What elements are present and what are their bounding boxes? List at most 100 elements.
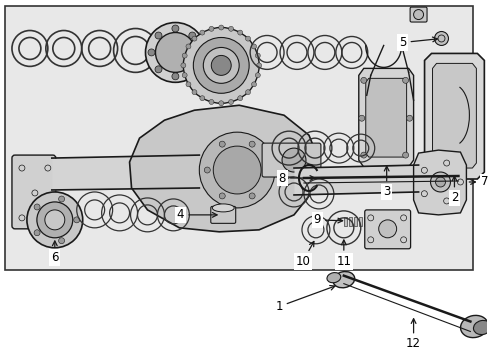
Circle shape: [148, 49, 155, 56]
Text: 2: 2: [450, 176, 457, 204]
Circle shape: [228, 99, 233, 104]
Polygon shape: [413, 150, 466, 215]
Circle shape: [208, 26, 213, 31]
Circle shape: [172, 73, 179, 80]
Circle shape: [204, 167, 210, 173]
Ellipse shape: [326, 273, 340, 283]
Circle shape: [219, 141, 225, 147]
Circle shape: [249, 141, 255, 147]
Circle shape: [256, 63, 261, 68]
Circle shape: [378, 220, 396, 238]
Circle shape: [237, 96, 242, 101]
Polygon shape: [129, 105, 318, 232]
Circle shape: [27, 192, 82, 248]
Polygon shape: [432, 63, 475, 168]
Circle shape: [185, 82, 190, 87]
Bar: [343, 217, 346, 226]
Circle shape: [208, 99, 213, 104]
Text: 9: 9: [313, 213, 342, 226]
Circle shape: [182, 53, 187, 58]
Bar: [353, 217, 356, 226]
Text: 3: 3: [382, 166, 389, 198]
Bar: [363, 217, 366, 226]
Circle shape: [200, 30, 204, 35]
Circle shape: [155, 66, 162, 73]
Bar: [348, 217, 351, 226]
Ellipse shape: [332, 271, 354, 288]
Circle shape: [360, 152, 366, 158]
Circle shape: [203, 48, 239, 83]
Circle shape: [218, 101, 224, 106]
Circle shape: [237, 30, 242, 35]
Circle shape: [172, 25, 179, 32]
Text: 11: 11: [336, 240, 350, 268]
Circle shape: [188, 66, 195, 73]
Circle shape: [59, 238, 64, 244]
FancyBboxPatch shape: [360, 94, 377, 106]
Polygon shape: [358, 68, 413, 167]
FancyBboxPatch shape: [12, 155, 56, 229]
Circle shape: [228, 26, 233, 31]
Circle shape: [402, 77, 408, 83]
Circle shape: [193, 37, 249, 93]
Circle shape: [34, 230, 40, 236]
FancyBboxPatch shape: [364, 210, 410, 249]
Ellipse shape: [212, 204, 234, 212]
Circle shape: [219, 193, 225, 199]
Circle shape: [245, 90, 250, 95]
Circle shape: [255, 73, 260, 78]
Circle shape: [251, 82, 256, 87]
Text: 7: 7: [468, 175, 488, 189]
Bar: [5, 6, 472, 270]
Circle shape: [360, 77, 366, 83]
Circle shape: [181, 63, 185, 68]
Circle shape: [435, 177, 445, 187]
Text: 6: 6: [51, 241, 59, 264]
Circle shape: [155, 32, 162, 39]
Circle shape: [264, 167, 269, 173]
Circle shape: [185, 44, 190, 49]
Text: 5: 5: [398, 36, 436, 49]
Circle shape: [195, 49, 203, 56]
Circle shape: [434, 32, 447, 45]
Text: 1: 1: [275, 285, 334, 313]
Circle shape: [413, 10, 423, 19]
Circle shape: [183, 27, 259, 103]
Circle shape: [282, 148, 305, 172]
Circle shape: [245, 36, 250, 41]
Circle shape: [213, 146, 261, 194]
Circle shape: [249, 193, 255, 199]
Circle shape: [200, 96, 204, 101]
Polygon shape: [365, 78, 406, 157]
Circle shape: [192, 36, 197, 41]
Circle shape: [406, 115, 412, 121]
Circle shape: [37, 202, 73, 238]
Circle shape: [188, 32, 195, 39]
Circle shape: [45, 210, 64, 230]
Text: 12: 12: [405, 319, 420, 351]
FancyBboxPatch shape: [262, 143, 320, 177]
Text: 10: 10: [295, 242, 313, 268]
Polygon shape: [424, 53, 483, 179]
Circle shape: [199, 132, 275, 208]
Circle shape: [34, 204, 40, 210]
FancyBboxPatch shape: [409, 7, 426, 22]
Circle shape: [145, 23, 205, 82]
Circle shape: [429, 172, 449, 192]
Text: 4: 4: [177, 208, 217, 221]
Circle shape: [74, 217, 80, 223]
Circle shape: [358, 115, 364, 121]
Text: 8: 8: [278, 171, 314, 185]
Ellipse shape: [472, 320, 488, 334]
Circle shape: [59, 196, 64, 202]
Circle shape: [402, 152, 408, 158]
Circle shape: [155, 32, 195, 72]
Circle shape: [211, 55, 231, 75]
Circle shape: [192, 90, 197, 95]
Bar: [358, 217, 361, 226]
Circle shape: [251, 44, 256, 49]
FancyBboxPatch shape: [210, 206, 235, 223]
Ellipse shape: [460, 315, 487, 338]
Circle shape: [182, 73, 187, 78]
Circle shape: [218, 25, 224, 30]
